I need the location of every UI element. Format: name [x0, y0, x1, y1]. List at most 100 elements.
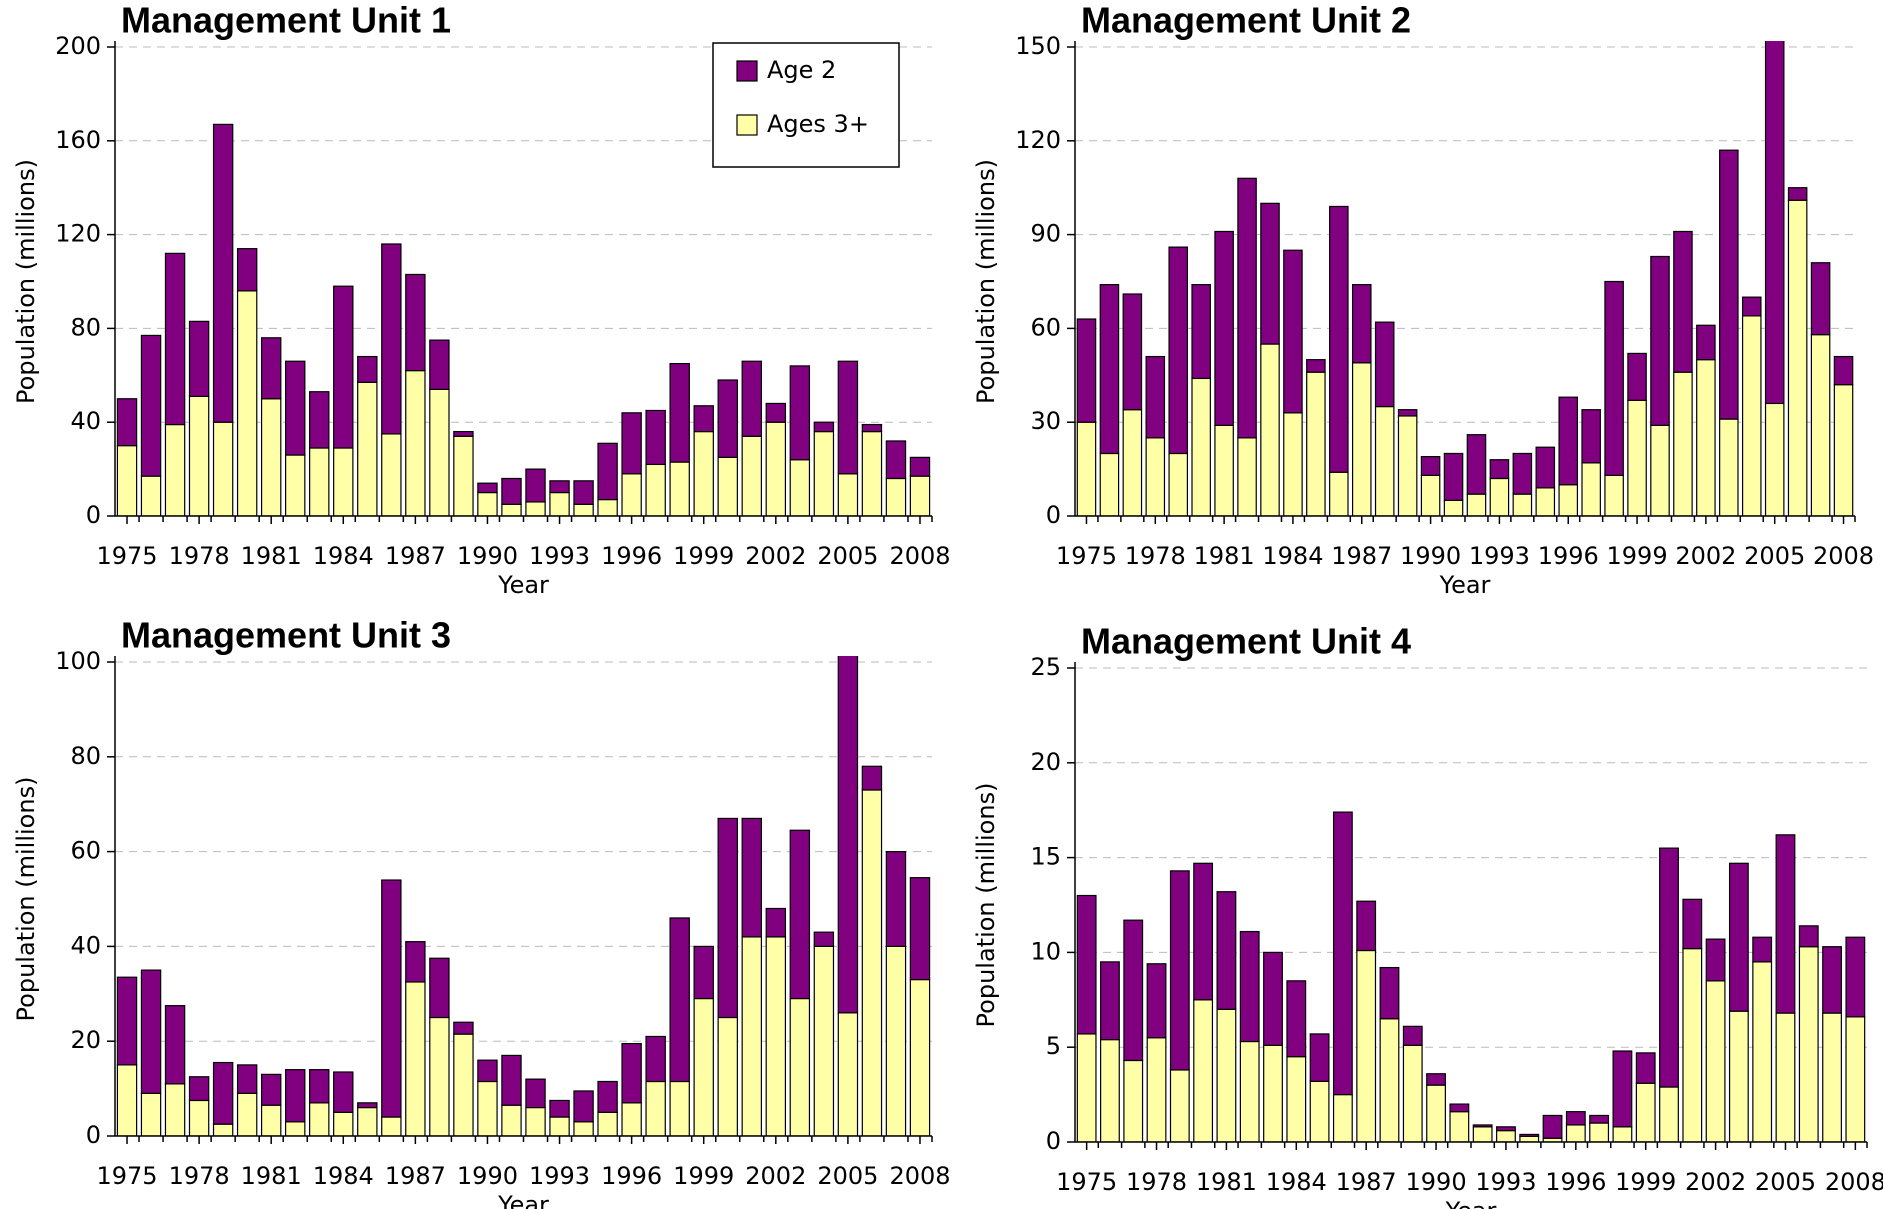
bar-segment — [1123, 919, 1144, 1062]
x-tick-label: 2008 — [1813, 542, 1874, 570]
x-tick-label: 1999 — [1615, 1168, 1676, 1196]
bar-segment — [1764, 402, 1785, 516]
y-axis-label: Population (millions) — [12, 777, 40, 1022]
bar-segment — [549, 491, 570, 516]
bar-segment — [1443, 452, 1464, 501]
bar-segment — [597, 1080, 618, 1113]
bar-segment — [549, 1099, 570, 1118]
bar-segment — [1286, 980, 1307, 1058]
bar-segment — [741, 435, 762, 516]
bar-segment — [188, 1099, 210, 1136]
bar-segment — [1351, 284, 1372, 364]
bar-segment — [1283, 412, 1303, 516]
bar-segment — [1214, 424, 1234, 516]
bar-segment — [1728, 862, 1749, 1012]
bar-segment — [236, 290, 258, 516]
y-tick-label: 60 — [70, 837, 101, 865]
x-tick-label: 2005 — [1755, 1168, 1816, 1196]
bar-segment — [837, 656, 859, 1014]
x-tick-label: 1990 — [1406, 1168, 1467, 1196]
bar-segment — [813, 931, 835, 947]
bar-segment — [116, 398, 138, 447]
bar-segment — [1426, 1073, 1446, 1086]
bar-segment — [1191, 377, 1211, 516]
bar-segment — [741, 936, 762, 1136]
bar-segment — [1263, 1044, 1283, 1142]
bar-segment — [1728, 1010, 1749, 1142]
bar-segment — [1512, 452, 1533, 495]
y-tick-label: 15 — [1030, 843, 1061, 871]
bar-segment — [717, 817, 738, 1019]
bar-segment — [116, 445, 138, 516]
x-tick-label: 1987 — [385, 542, 446, 570]
bar-segment — [1145, 437, 1166, 516]
bar-segment — [501, 1054, 522, 1106]
bar-segment — [909, 475, 931, 516]
x-tick-label: 1990 — [457, 542, 518, 570]
bar-segment — [1822, 1012, 1842, 1142]
bar-segment — [1260, 202, 1280, 345]
x-tick-label: 1996 — [1538, 542, 1599, 570]
bar-segment — [260, 337, 282, 400]
bar-segment — [1696, 359, 1716, 516]
bar-segment — [621, 412, 642, 475]
bar-segment — [309, 1069, 330, 1104]
bar-segment — [309, 447, 330, 516]
bar-segment — [1076, 421, 1097, 516]
bars — [116, 123, 931, 516]
bar-segment — [357, 381, 378, 516]
y-tick-label: 90 — [1030, 220, 1061, 248]
bar-segment — [1612, 1126, 1633, 1142]
bar-segment — [909, 456, 931, 477]
bar-segment — [405, 941, 426, 983]
bar-segment — [1329, 471, 1349, 516]
x-tick-label: 1981 — [1194, 542, 1255, 570]
bar-segment — [140, 334, 162, 477]
bar-segment — [1519, 1135, 1540, 1142]
x-tick-label: 1999 — [1607, 542, 1668, 570]
bar-segment — [741, 360, 762, 437]
bar-segment — [1379, 966, 1400, 1020]
x-tick-label: 1999 — [673, 542, 734, 570]
bar-segment — [381, 243, 402, 435]
x-tick-label: 1978 — [169, 1162, 230, 1190]
bar-segment — [1356, 900, 1377, 952]
bar-segment — [429, 388, 450, 516]
bar-segment — [1237, 437, 1257, 516]
bar-segment — [1214, 230, 1234, 426]
x-axis-label: Year — [497, 571, 549, 599]
y-tick-label: 10 — [1030, 937, 1061, 965]
bar-segment — [1472, 1124, 1493, 1128]
bar-segment — [1283, 249, 1303, 414]
bar-segment — [260, 1104, 282, 1136]
x-tick-label: 1978 — [169, 542, 230, 570]
bar-segment — [1512, 493, 1533, 516]
x-tick-label: 1993 — [529, 1162, 590, 1190]
bar-segment — [1705, 980, 1726, 1142]
bar-segment — [885, 440, 907, 480]
bar-segment — [285, 1069, 306, 1123]
bar-segment — [1565, 1111, 1586, 1126]
bar-segment — [1659, 1086, 1679, 1142]
bar-segment — [813, 945, 835, 1136]
x-tick-label: 1975 — [96, 1162, 157, 1190]
bar-segment — [525, 468, 546, 503]
bar-segment — [212, 1061, 234, 1125]
bar-segment — [1263, 951, 1283, 1046]
bar-segment — [789, 997, 811, 1136]
y-axis-label: Population (millions) — [972, 159, 1000, 404]
bar-segment — [1122, 409, 1143, 516]
y-tick-label: 60 — [1030, 313, 1061, 341]
x-tick-label: 1975 — [1056, 1168, 1117, 1196]
bar-segment — [765, 936, 787, 1136]
bar-segment — [1169, 870, 1190, 1071]
bar-segment — [669, 1080, 690, 1136]
bar-segment — [1402, 1044, 1423, 1142]
bar-segment — [357, 1106, 378, 1136]
bar-segment — [1682, 898, 1703, 950]
bar-segment — [1775, 834, 1796, 1014]
bar-segment — [1146, 1037, 1167, 1142]
bar-segment — [765, 421, 787, 516]
bars — [116, 656, 931, 1136]
bar-segment — [1076, 894, 1097, 1035]
